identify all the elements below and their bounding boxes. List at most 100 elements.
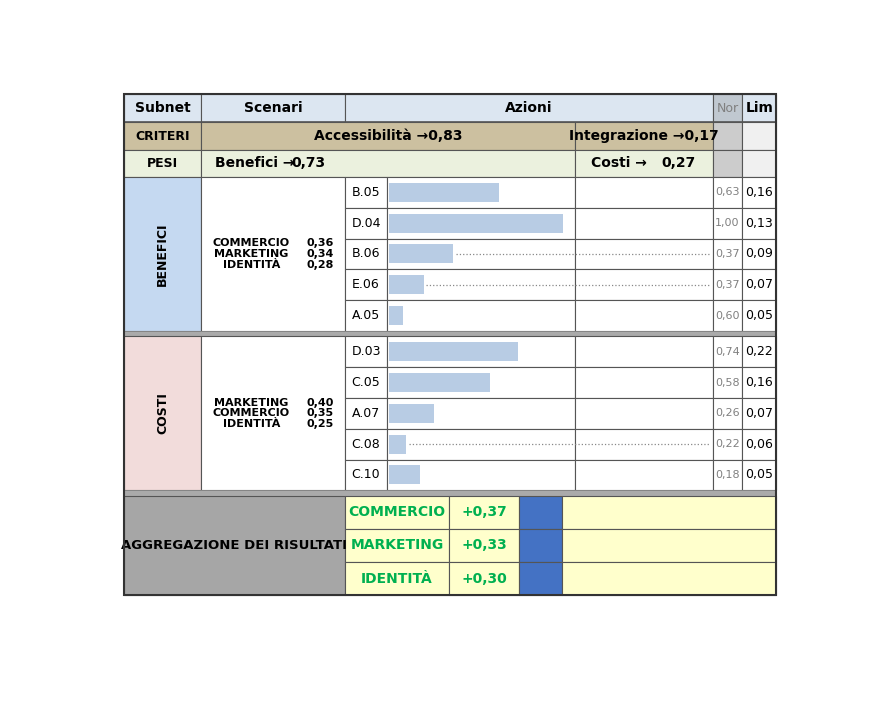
Text: 0,16: 0,16 (745, 186, 773, 199)
Bar (574, 177, 712, 208)
Bar (124, 94, 201, 122)
Bar (344, 208, 387, 239)
Bar (561, 529, 775, 562)
Text: 0,13: 0,13 (745, 217, 773, 230)
Text: IDENTITÀ: IDENTITÀ (361, 572, 432, 585)
Bar (574, 269, 712, 300)
Bar (201, 150, 574, 177)
Bar (201, 177, 344, 331)
Bar (201, 336, 344, 491)
Bar (574, 300, 712, 331)
Bar (741, 269, 775, 300)
Bar (712, 94, 741, 122)
Bar (387, 239, 574, 269)
Text: COMMERCIO: COMMERCIO (348, 506, 445, 519)
Bar (712, 177, 741, 208)
Bar (344, 336, 387, 367)
Bar (387, 398, 574, 429)
Bar (344, 239, 387, 269)
Bar (741, 398, 775, 429)
Bar (712, 208, 741, 239)
Bar (712, 367, 741, 398)
Text: 0,27: 0,27 (660, 156, 694, 171)
Bar (741, 459, 775, 491)
Bar (387, 336, 574, 367)
Bar (574, 239, 712, 269)
Bar (387, 269, 574, 300)
Bar (449, 529, 519, 562)
Bar (124, 122, 201, 150)
Text: 0,05: 0,05 (745, 469, 773, 481)
Text: 0,74: 0,74 (715, 347, 739, 357)
Bar (519, 496, 561, 529)
Bar (574, 459, 712, 491)
Bar (712, 269, 741, 300)
Text: Nor: Nor (716, 102, 738, 114)
Bar (712, 429, 741, 459)
Bar (124, 336, 201, 491)
Bar (712, 239, 741, 269)
Bar (741, 300, 775, 331)
Text: E.06: E.06 (352, 278, 379, 292)
Text: Benefici →: Benefici → (214, 156, 294, 171)
Text: 0,40: 0,40 (306, 397, 334, 407)
Bar (124, 491, 775, 496)
Bar (741, 94, 775, 122)
Text: IDENTITÀ: IDENTITÀ (222, 260, 280, 269)
Bar (344, 367, 387, 398)
Text: 0,07: 0,07 (745, 407, 773, 419)
Bar (124, 177, 201, 331)
Text: CRITERI: CRITERI (135, 129, 190, 143)
Bar (712, 122, 741, 150)
Text: COSTI: COSTI (156, 392, 169, 434)
Text: C.10: C.10 (351, 469, 380, 481)
Bar (741, 177, 775, 208)
Text: A.07: A.07 (351, 407, 379, 419)
Text: 0,18: 0,18 (715, 470, 739, 480)
Text: 0,16: 0,16 (745, 376, 773, 389)
Bar (387, 300, 574, 331)
Bar (574, 367, 712, 398)
Bar (741, 239, 775, 269)
Text: C.08: C.08 (351, 438, 380, 451)
Text: 0,07: 0,07 (745, 278, 773, 292)
Text: 0,22: 0,22 (745, 346, 773, 358)
Bar (388, 183, 498, 202)
Text: COMMERCIO: COMMERCIO (212, 408, 290, 418)
Bar (388, 404, 434, 423)
Text: 0,60: 0,60 (715, 311, 739, 321)
Bar (574, 429, 712, 459)
Bar (387, 177, 574, 208)
Bar (387, 367, 574, 398)
Text: MARKETING: MARKETING (214, 249, 288, 259)
Bar (344, 269, 387, 300)
Text: Subnet: Subnet (134, 101, 191, 115)
Bar (388, 373, 489, 392)
Text: Azioni: Azioni (505, 101, 552, 115)
Text: MARKETING: MARKETING (350, 538, 443, 552)
Text: AGGREGAZIONE DEI RISULTATI: AGGREGAZIONE DEI RISULTATI (121, 539, 347, 552)
Text: 0,63: 0,63 (715, 188, 739, 198)
Bar (574, 122, 712, 150)
Bar (388, 213, 563, 232)
Text: +0,37: +0,37 (461, 506, 507, 519)
Bar (741, 429, 775, 459)
Text: COMMERCIO: COMMERCIO (212, 238, 290, 248)
Text: +0,33: +0,33 (461, 538, 507, 552)
Text: 1,00: 1,00 (715, 218, 739, 228)
Text: B.06: B.06 (351, 247, 380, 260)
Text: Accessibilità →0,83: Accessibilità →0,83 (313, 129, 462, 143)
Bar (344, 398, 387, 429)
Text: 0,73: 0,73 (291, 156, 326, 171)
Text: 0,22: 0,22 (715, 439, 739, 449)
Bar (561, 496, 775, 529)
Bar (387, 208, 574, 239)
Bar (344, 496, 449, 529)
Bar (712, 150, 741, 177)
Bar (344, 300, 387, 331)
Bar (344, 459, 387, 491)
Text: A.05: A.05 (351, 309, 379, 322)
Text: BENEFICI: BENEFICI (156, 223, 169, 286)
Bar (519, 562, 561, 595)
Bar (561, 562, 775, 595)
